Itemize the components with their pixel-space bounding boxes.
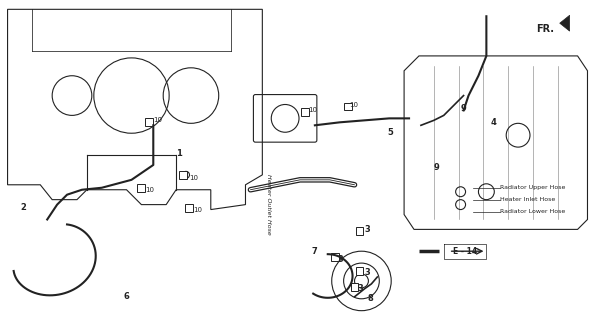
- Bar: [331, 253, 339, 261]
- Text: 10: 10: [193, 207, 202, 212]
- Bar: [145, 118, 153, 126]
- Text: Heater Outlet Hose: Heater Outlet Hose: [266, 174, 271, 235]
- Text: 7: 7: [312, 247, 318, 256]
- Text: 3: 3: [364, 225, 370, 234]
- Text: Radiator Upper Hose: Radiator Upper Hose: [500, 185, 566, 190]
- Bar: [356, 267, 364, 275]
- Text: 10: 10: [153, 117, 162, 123]
- Bar: [138, 184, 145, 192]
- Text: 8: 8: [367, 294, 373, 303]
- Text: 2: 2: [20, 203, 26, 212]
- Text: Radiator Lower Hose: Radiator Lower Hose: [500, 209, 566, 214]
- Text: 10: 10: [350, 102, 359, 108]
- Text: 9: 9: [434, 164, 439, 172]
- Text: 10: 10: [189, 175, 198, 181]
- Text: 3: 3: [364, 268, 370, 276]
- Polygon shape: [560, 15, 570, 31]
- Bar: [301, 108, 309, 116]
- Text: 10: 10: [145, 187, 154, 193]
- Bar: [185, 204, 193, 212]
- Text: 3: 3: [358, 284, 363, 293]
- Text: 5: 5: [387, 128, 393, 137]
- Text: FR.: FR.: [536, 24, 554, 34]
- Bar: [179, 171, 187, 179]
- Text: 3: 3: [338, 255, 343, 264]
- Text: Heater Inlet Hose: Heater Inlet Hose: [500, 197, 555, 202]
- Text: E - 14: E - 14: [453, 247, 477, 256]
- Text: 6: 6: [124, 292, 129, 301]
- Bar: [344, 102, 352, 110]
- Text: 1: 1: [176, 148, 182, 157]
- Text: 4: 4: [490, 118, 496, 127]
- Bar: [356, 228, 364, 235]
- Bar: [350, 283, 358, 291]
- Text: 10: 10: [308, 108, 317, 113]
- Text: 9: 9: [460, 104, 466, 113]
